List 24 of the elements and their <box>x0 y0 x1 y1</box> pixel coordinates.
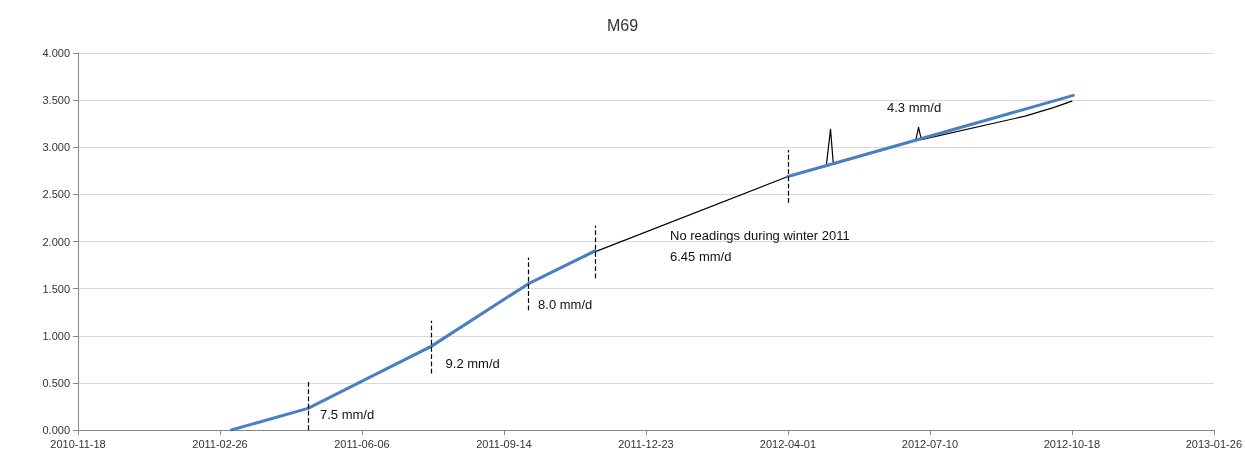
x-tick-label: 2010-11-18 <box>50 437 106 450</box>
annotation: 9.2 mm/d <box>445 355 500 371</box>
annotation: No readings during winter 2011 6.45 mm/d <box>670 228 850 264</box>
x-tick-label: 2012-07-10 <box>901 437 959 450</box>
annotation: 7.5 mm/d <box>320 406 375 422</box>
x-tick-label: 2011-12-23 <box>618 437 674 450</box>
y-tick-label: 3.000 <box>42 141 70 154</box>
y-tick-label: 0.500 <box>42 376 70 389</box>
y-tick-label: 3.500 <box>42 94 70 107</box>
y-tick-label: 2.500 <box>42 188 70 201</box>
x-tick-label: 2011-09-14 <box>476 437 532 450</box>
y-tick-label: 1.000 <box>42 329 70 342</box>
y-tick-label: 4.000 <box>42 47 70 59</box>
x-tick-label: 2011-02-26 <box>192 437 248 450</box>
x-tick-label: 2013-01-26 <box>1185 437 1243 450</box>
y-tick-label: 2.000 <box>42 235 70 248</box>
y-tick-label: 1.500 <box>42 282 70 295</box>
y-tick-label: 0.000 <box>42 424 70 436</box>
x-tick-label: 2011-06-06 <box>334 437 390 450</box>
annotation: 4.3 mm/d <box>887 99 942 115</box>
annotation: 8.0 mm/d <box>538 297 593 313</box>
x-tick-label: 2012-10-18 <box>1043 437 1101 450</box>
x-tick-label: 2012-04-01 <box>759 437 817 450</box>
chart-title: M69 <box>606 16 639 34</box>
